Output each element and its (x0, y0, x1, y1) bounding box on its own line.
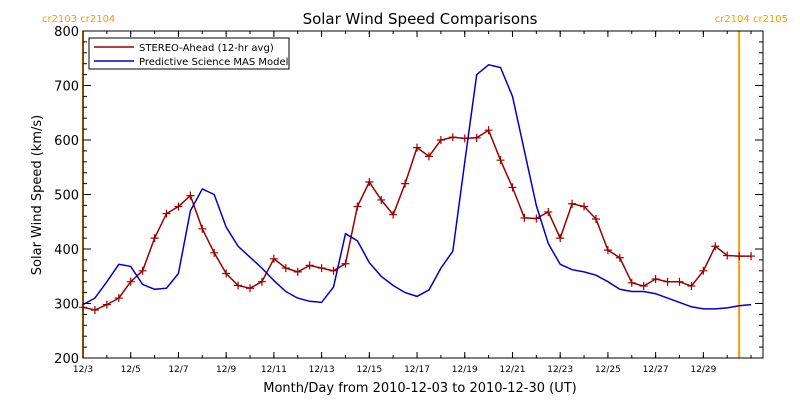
data-point-marker (544, 207, 553, 216)
data-point-marker (627, 278, 636, 287)
data-point-marker (234, 281, 243, 290)
data-point-marker (711, 242, 720, 251)
data-point-marker (102, 300, 111, 309)
x-tick-label: 12/29 (690, 365, 716, 375)
legend-label-mas-model: Predictive Science MAS Model (139, 57, 288, 68)
data-point-marker (568, 199, 577, 208)
x-tick-label: 12/21 (500, 365, 526, 375)
y-tick-label: 200 (54, 352, 79, 367)
series-layer (79, 63, 756, 315)
data-point-marker (747, 252, 756, 261)
data-point-marker (472, 133, 481, 142)
x-tick-label: 12/19 (452, 365, 478, 375)
data-point-marker (174, 202, 183, 211)
y-axis-label: Solar Wind Speed (km/s) (30, 115, 45, 275)
data-point-marker (735, 252, 744, 261)
data-point-marker (198, 224, 207, 233)
plot-frame (82, 30, 764, 359)
x-tick-label: 12/23 (547, 365, 573, 375)
data-point-marker (436, 136, 445, 144)
data-point-marker (591, 215, 600, 224)
y-tick-label: 300 (54, 298, 79, 313)
data-point-marker (532, 214, 541, 223)
legend-box (88, 37, 290, 70)
data-point-marker (496, 156, 505, 165)
data-point-marker (162, 209, 171, 218)
data-point-marker (246, 284, 255, 293)
data-point-marker (377, 195, 386, 204)
data-point-marker (603, 246, 612, 255)
data-point-marker (138, 266, 147, 275)
data-point-marker (556, 234, 565, 243)
x-tick-label: 12/15 (356, 365, 382, 375)
data-point-marker (150, 234, 159, 243)
x-tick-label: 12/5 (121, 365, 141, 375)
data-point-marker (615, 253, 624, 262)
data-point-marker (413, 143, 422, 152)
data-point-marker (699, 266, 708, 275)
data-point-marker (663, 277, 672, 286)
data-point-marker (651, 274, 660, 283)
series-line-mas-model (82, 63, 752, 310)
data-point-marker (365, 177, 374, 186)
x-tick-label: 12/13 (309, 365, 335, 375)
data-point-marker (508, 183, 517, 192)
data-point-marker (222, 269, 231, 278)
x-tick-label: 12/27 (643, 365, 669, 375)
series-line-stereo-ahead (82, 129, 752, 311)
data-point-marker (389, 210, 398, 219)
data-point-marker (186, 191, 195, 200)
x-tick-label: 12/25 (595, 365, 621, 375)
data-point-marker (210, 248, 219, 257)
carrington-label-right: cr2104 cr2105 (715, 14, 788, 25)
data-point-marker (293, 267, 302, 276)
data-point-marker (329, 266, 338, 275)
carrington-label-left: cr2103 cr2104 (42, 14, 115, 25)
data-point-marker (401, 179, 410, 188)
data-point-marker (281, 264, 290, 273)
data-point-marker (520, 213, 529, 222)
data-point-marker (126, 277, 135, 286)
legend-label-stereo: STEREO-Ahead (12-hr avg) (139, 43, 274, 54)
data-point-marker (257, 277, 266, 286)
data-point-marker (675, 277, 684, 286)
x-axis-label: Month/Day from 2010-12-03 to 2010-12-30 … (263, 381, 576, 396)
data-point-marker (723, 251, 732, 260)
legend: STEREO-Ahead (12-hr avg) Predictive Scie… (88, 37, 290, 70)
x-tick-label: 12/17 (404, 365, 430, 375)
y-tick-label: 400 (54, 243, 79, 258)
data-point-marker (341, 259, 350, 268)
data-point-marker (353, 202, 362, 211)
data-point-marker (484, 126, 493, 135)
data-point-marker (687, 282, 696, 291)
x-tick-label: 12/11 (261, 365, 287, 375)
data-point-marker (448, 133, 457, 142)
data-point-marker (580, 202, 589, 211)
data-point-marker (639, 282, 648, 291)
data-point-marker (114, 294, 123, 303)
data-point-marker (305, 261, 314, 270)
x-tick-label: 12/7 (168, 365, 188, 375)
x-tick-label: 12/3 (73, 365, 93, 375)
data-point-marker (317, 264, 326, 273)
carrington-boundary-lines (82, 31, 741, 358)
y-tick-label: 500 (54, 189, 79, 204)
data-point-marker (269, 254, 278, 263)
x-tick-label: 12/9 (216, 365, 236, 375)
y-tick-label: 700 (54, 80, 79, 95)
y-tick-label: 800 (54, 25, 79, 40)
data-point-marker (424, 152, 433, 161)
chart-title: Solar Wind Speed Comparisons (303, 10, 538, 28)
axis-ticks: 12/3 12/5 12/7 12/9 12/11 12/13 12/15 12/17 12/1… (54, 25, 763, 375)
y-tick-label: 600 (54, 134, 79, 149)
data-point-marker (90, 306, 99, 315)
